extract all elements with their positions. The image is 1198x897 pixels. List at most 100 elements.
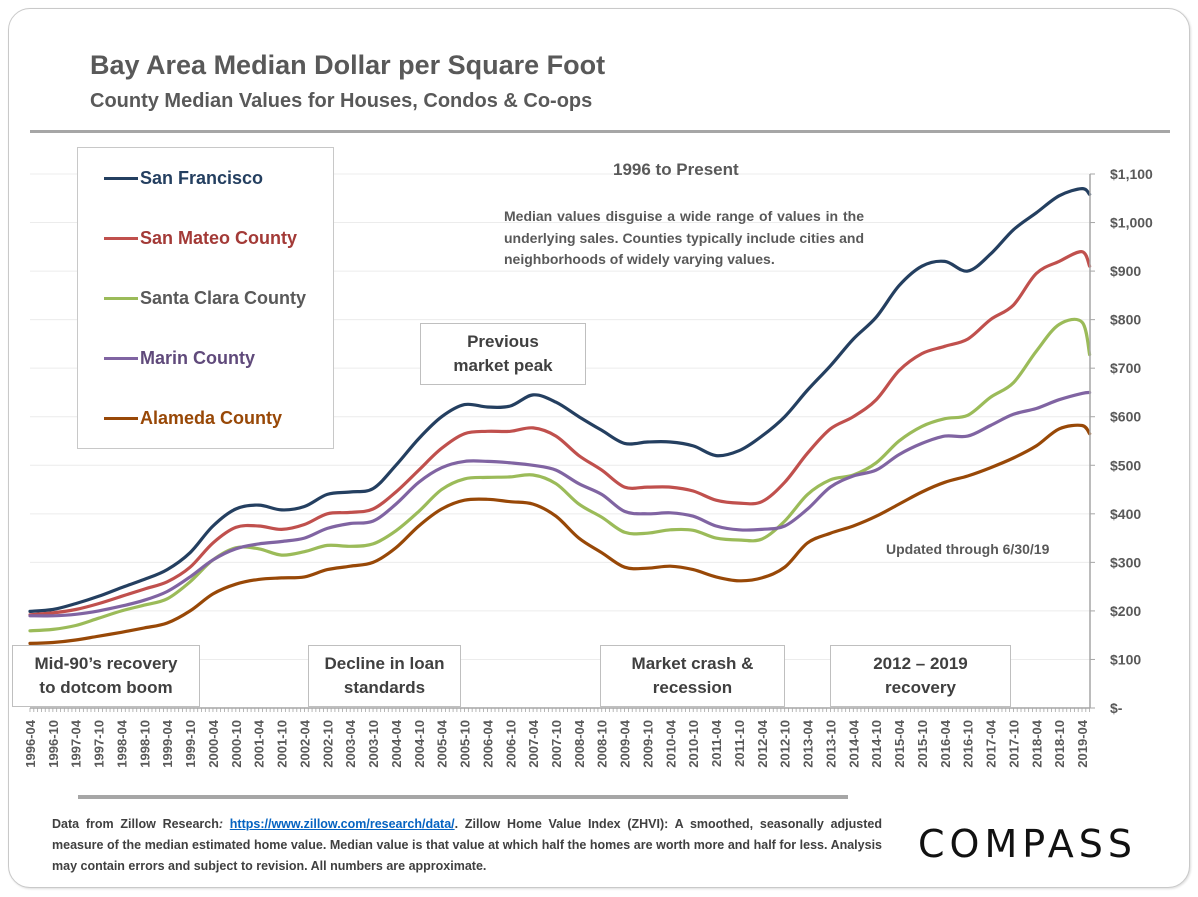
x-tick-label: 2009-10 [640, 720, 655, 768]
x-tick-label: 1999-10 [183, 720, 198, 768]
x-tick-label: 2004-04 [389, 719, 404, 767]
y-tick-label: $200 [1110, 603, 1141, 619]
title-divider [30, 130, 1170, 133]
x-tick-label: 2014-04 [846, 719, 861, 767]
callout-previous-peak: Previous market peak [420, 323, 586, 385]
x-tick-label: 2010-10 [686, 720, 701, 768]
series-line-san-francisco [28, 187, 1092, 613]
x-tick-label: 1998-10 [137, 720, 152, 768]
callout-line: standards [343, 678, 426, 697]
x-tick-label: 1998-04 [114, 719, 129, 767]
x-tick-label: 2005-10 [458, 720, 473, 768]
legend-label: Marin County [140, 347, 255, 368]
period-label: 1996 to Present [613, 160, 739, 179]
y-axis: $- $100 $200 $300 $400 $500 $600 $700 $800 $900 $1… [1089, 166, 1153, 716]
legend-item-san-mateo: San Mateo County [104, 226, 297, 250]
legend-label: Santa Clara County [140, 287, 307, 308]
callout-market-crash: Market crash & recession [600, 645, 785, 707]
x-tick-label: 2003-04 [343, 719, 358, 767]
legend-swatch [104, 296, 138, 300]
y-tick-label: $100 [1110, 651, 1141, 667]
y-tick-label: $- [1110, 700, 1123, 716]
x-tick-label: 2015-10 [915, 720, 930, 768]
x-tick-label: 2011-10 [732, 720, 747, 767]
y-tick-label: $600 [1110, 409, 1141, 425]
callout-line: 2012 – 2019 [873, 654, 968, 673]
x-tick-label: 2005-04 [435, 719, 450, 767]
x-tick-label: 2018-04 [1029, 719, 1044, 767]
x-tick-label: 2019-04 [1075, 719, 1090, 767]
x-tick-label: 2003-10 [366, 720, 381, 768]
y-tick-label: $800 [1110, 312, 1141, 328]
x-tick-label: 2001-10 [275, 720, 290, 768]
x-tick-label: 2010-04 [663, 719, 678, 767]
x-tick-label: 2008-10 [595, 720, 610, 768]
x-tick-label: 2004-10 [412, 720, 427, 768]
x-tick-label: 2013-04 [801, 719, 816, 767]
callout-line: Decline in loan [324, 654, 445, 673]
legend-swatch [104, 356, 138, 360]
x-tick-label: 2000-10 [229, 720, 244, 768]
legend-item-san-francisco: San Francisco [104, 166, 263, 190]
disclaimer-note: Median values disguise a wide range of v… [504, 208, 864, 267]
x-tick-label: 2006-10 [503, 720, 518, 768]
x-tick-label: 2016-10 [961, 720, 976, 768]
x-tick-label: 1996-04 [23, 719, 38, 767]
x-tick-label: 2002-04 [297, 719, 312, 767]
compass-logo: COMPASS [918, 822, 1137, 866]
chart-title: Bay Area Median Dollar per Square Foot [90, 50, 606, 80]
x-axis: 1996-04 1996-10 1997-04 1997-10 1998-04 1998-… [23, 707, 1091, 768]
x-tick-label: 2007-10 [549, 720, 564, 768]
x-tick-label: 2012-10 [778, 720, 793, 768]
x-tick-label: 2000-04 [206, 719, 221, 767]
series-line-san-mateo-county [28, 250, 1092, 617]
series-line-alameda-county [28, 423, 1092, 645]
legend-label: Alameda County [140, 407, 283, 428]
callout-line: recovery [885, 678, 956, 697]
series-line-marin-county [28, 390, 1092, 618]
chart-subtitle: County Median Values for Houses, Condos … [90, 90, 593, 112]
y-tick-label: $300 [1110, 554, 1141, 570]
x-tick-label: 2015-04 [892, 719, 907, 767]
x-tick-label: 2009-04 [618, 719, 633, 767]
decorative-bar [78, 795, 848, 799]
x-tick-label: 1997-04 [69, 719, 84, 767]
y-tick-label: $400 [1110, 506, 1141, 522]
callout-recovery: 2012 – 2019 recovery [830, 645, 1011, 707]
legend-item-marin: Marin County [104, 346, 255, 370]
legend-swatch [104, 176, 138, 180]
x-tick-label: 1999-04 [160, 719, 175, 767]
y-tick-label: $700 [1110, 360, 1141, 376]
x-tick-label: 2008-04 [572, 719, 587, 767]
footnote-colon: : [218, 817, 230, 831]
legend-swatch [104, 416, 138, 420]
legend-swatch [104, 236, 138, 240]
footnote-prefix: Data from Zillow Research [52, 817, 219, 831]
updated-label: Updated through 6/30/19 [886, 541, 1050, 557]
x-tick-label: 2018-10 [1052, 720, 1067, 768]
callout-line: Mid-90’s recovery [34, 654, 178, 673]
x-tick-label: 2013-10 [823, 720, 838, 768]
footnote-body: . Zillow Home Value Index (ZHVI): A smoo… [52, 817, 882, 873]
x-tick-label: 1997-10 [92, 720, 107, 768]
zillow-link[interactable]: https://www.zillow.com/research/data/ [229, 817, 455, 831]
x-tick-label: 2017-10 [1006, 720, 1021, 768]
series-lines [28, 187, 1092, 645]
legend-item-santa-clara: Santa Clara County [104, 286, 306, 310]
x-tick-label: 2012-04 [755, 719, 770, 767]
y-tick-label: $1,000 [1110, 215, 1153, 231]
callout-line: Market crash & [631, 654, 754, 673]
x-tick-label: 2016-04 [938, 719, 953, 767]
y-tick-label: $1,100 [1110, 166, 1153, 182]
y-tick-label: $500 [1110, 457, 1141, 473]
callout-loan-standards: Decline in loan standards [308, 645, 461, 707]
source-footnote: Data from Zillow Research: https://www.z… [52, 814, 882, 877]
x-tick-label: 2002-10 [320, 720, 335, 768]
x-tick-label: 2011-04 [709, 719, 724, 767]
callout-line: Previous [467, 332, 539, 351]
y-tick-label: $900 [1110, 263, 1141, 279]
x-tick-label: 2006-04 [480, 719, 495, 767]
legend-label: San Francisco [140, 167, 264, 188]
legend: San Francisco San Mateo County Santa Cla… [77, 147, 334, 449]
